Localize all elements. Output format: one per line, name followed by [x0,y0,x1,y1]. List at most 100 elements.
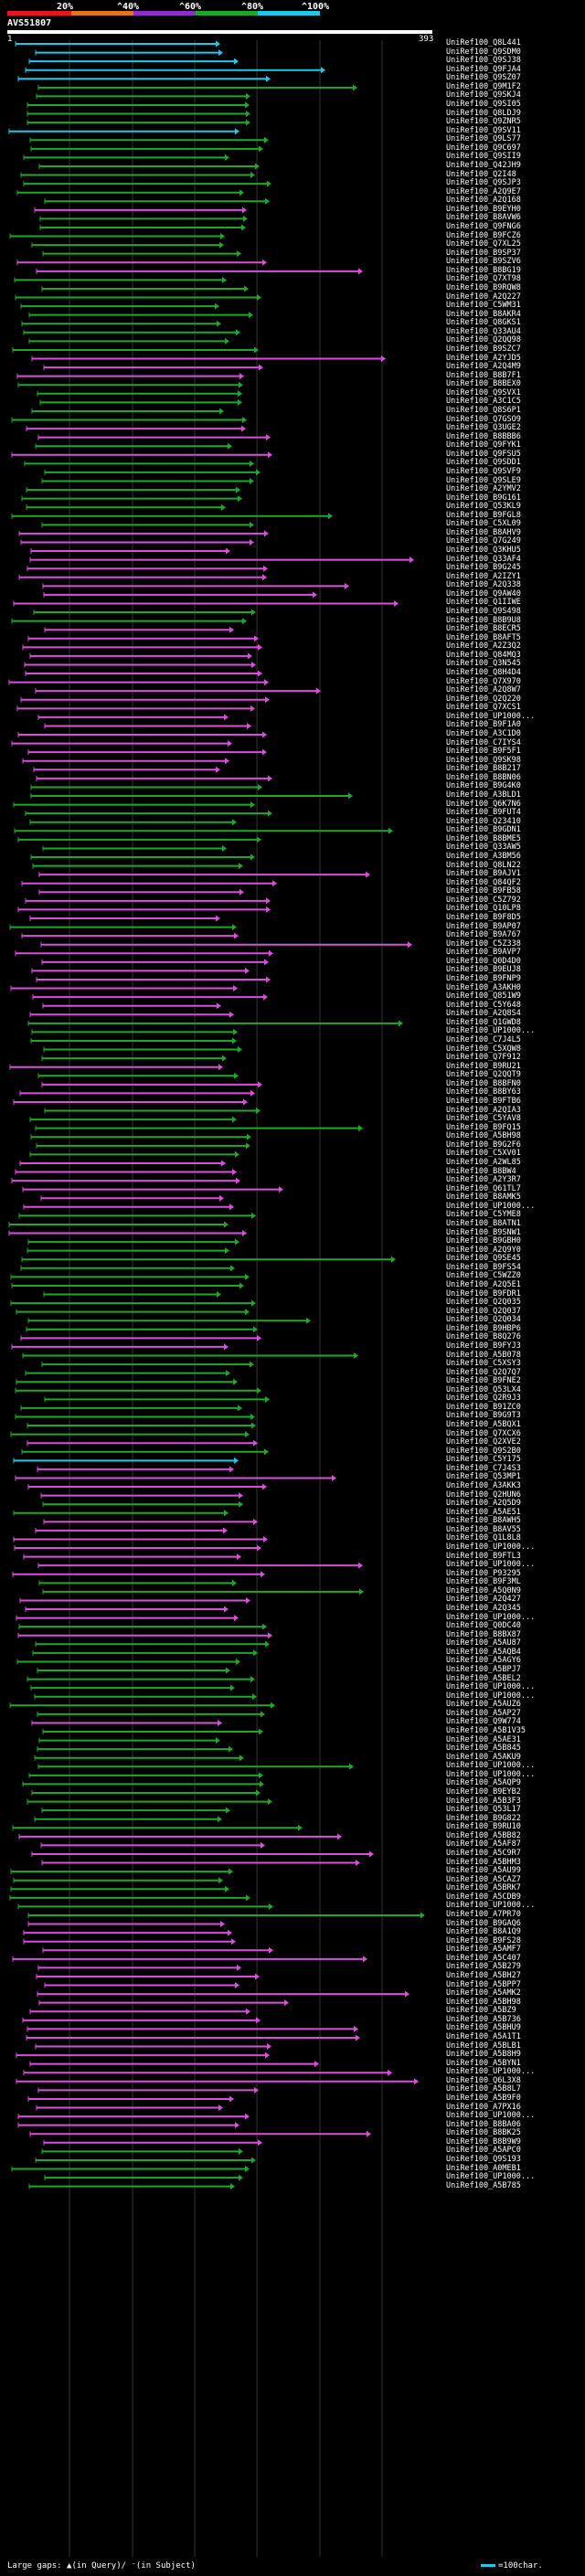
hit-bar[interactable] [38,1579,237,1586]
hit-label[interactable]: UniRef100_Q53KL9 [446,502,521,512]
hit-label[interactable]: UniRef100_B9F3ML [446,1577,521,1587]
hit-label[interactable]: UniRef100_C7J4L5 [446,1034,521,1044]
hit-label[interactable]: UniRef100_A5B279 [446,1962,521,1972]
hit-label[interactable]: UniRef100_Q9SJP3 [446,178,521,188]
hit-bar[interactable] [11,417,247,424]
hit-bar[interactable] [31,408,224,415]
hit-bar[interactable] [12,1571,265,1578]
hit-bar[interactable] [31,241,224,249]
hit-label[interactable]: UniRef100_B8ATN1 [446,1218,521,1228]
hit-label[interactable]: UniRef100_Q1L8L8 [446,1533,521,1543]
hit-bar[interactable] [25,897,271,905]
hit-label[interactable]: UniRef100_A5CDB9 [446,1892,521,1902]
hit-label[interactable]: UniRef100_B9FUT4 [446,808,521,818]
hit-bar[interactable] [36,2104,223,2112]
hit-label[interactable]: UniRef100_A2Q9E7 [446,186,521,196]
hit-label[interactable]: UniRef100_Q33AU4 [446,326,521,336]
hit-label[interactable]: UniRef100_B9FCZ6 [446,230,521,240]
hit-label[interactable]: UniRef100_Q9M1F2 [446,81,521,91]
hit-bar[interactable] [30,792,353,800]
hit-label[interactable]: UniRef100_B9G4K0 [446,781,521,791]
hit-label[interactable]: UniRef100_Q9S2B0 [446,1446,521,1456]
hit-label[interactable]: UniRef100_Q9SK98 [446,755,521,765]
hit-label[interactable]: UniRef100_UP1000... [446,1682,536,1692]
hit-label[interactable]: UniRef100_B9AJV1 [446,869,521,879]
hit-label[interactable]: UniRef100_Q1GWD8 [446,1017,521,1027]
hit-bar[interactable] [35,49,223,57]
hit-bar[interactable] [37,1562,363,1569]
hit-label[interactable]: UniRef100_Q9C697 [446,143,521,153]
hit-label[interactable]: UniRef100_B8AFT5 [446,632,521,642]
hit-label[interactable]: UniRef100_Q9SKJ4 [446,90,521,101]
hit-bar[interactable] [30,145,263,153]
hit-bar[interactable] [44,722,251,729]
hit-label[interactable]: UniRef100_B9FYJ3 [446,1341,521,1351]
hit-bar[interactable] [32,993,268,1001]
hit-bar[interactable] [21,880,277,887]
hit-bar[interactable] [29,1116,237,1123]
hit-bar[interactable] [9,233,225,240]
hit-bar[interactable] [11,1177,240,1184]
hit-bar[interactable] [10,1299,256,1307]
hit-bar[interactable] [41,959,269,966]
hit-label[interactable]: UniRef100_Q9SZ07 [446,73,521,83]
hit-label[interactable]: UniRef100_C5Y175 [446,1455,521,1465]
hit-bar[interactable] [33,766,220,773]
hit-bar[interactable] [11,451,272,459]
hit-label[interactable]: UniRef100_A5BYN1 [446,2058,521,2068]
hit-label[interactable]: UniRef100_Q61TL7 [446,1183,521,1193]
hit-label[interactable]: UniRef100_A5BH27 [446,1970,521,1980]
hit-label[interactable]: UniRef100_A5AMF7 [446,1945,521,1955]
hit-bar[interactable] [34,1693,257,1701]
hit-label[interactable]: UniRef100_B8BX87 [446,1629,521,1639]
hit-bar[interactable] [41,2147,243,2155]
hit-label[interactable]: UniRef100_A2Q168 [446,196,521,206]
hit-label[interactable]: UniRef100_B9SZV6 [446,257,521,267]
hit-label[interactable]: UniRef100_B8BBB6 [446,431,521,441]
hit-bar[interactable] [17,1632,272,1639]
hit-label[interactable]: UniRef100_C5XV01 [446,1149,521,1159]
hit-bar[interactable] [9,1894,250,1902]
hit-label[interactable]: UniRef100_UP1000... [446,1769,536,1779]
hit-label[interactable]: UniRef100_C7J4S3 [446,1463,521,1473]
hit-bar[interactable] [35,1640,270,1648]
hit-label[interactable]: UniRef100_Q9FJA4 [446,64,521,74]
hit-bar[interactable] [31,1028,238,1035]
hit-bar[interactable] [42,1588,364,1595]
hit-label[interactable]: UniRef100_B8B217 [446,764,521,774]
hit-bar[interactable] [29,1150,239,1158]
hit-bar[interactable] [41,478,254,484]
hit-bar[interactable] [29,136,269,143]
hit-bar[interactable] [17,75,271,82]
hit-bar[interactable] [37,1466,234,1473]
hit-label[interactable]: UniRef100_A2Q5E1 [446,1279,521,1289]
hit-label[interactable]: UniRef100_B8A1Q9 [446,1927,521,1937]
hit-label[interactable]: UniRef100_A2QIA3 [446,1105,521,1115]
hit-bar[interactable] [27,2025,358,2032]
hit-label[interactable]: UniRef100_A5AMK2 [446,1988,521,1998]
hit-bar[interactable] [42,582,349,589]
hit-label[interactable]: UniRef100_B8AV55 [446,1524,521,1534]
hit-bar[interactable] [22,758,229,765]
hit-bar[interactable] [44,1982,239,1989]
hit-label[interactable]: UniRef100_Q8S6P1 [446,405,521,415]
hit-bar[interactable] [16,2078,419,2085]
hit-bar[interactable] [27,1020,403,1027]
hit-bar[interactable] [30,1133,251,1140]
hit-bar[interactable] [18,1833,342,1840]
hit-bar[interactable] [25,810,272,817]
hit-bar[interactable] [23,1929,232,1936]
hit-label[interactable]: UniRef100_B8Q276 [446,1332,521,1342]
hit-bar[interactable] [23,154,229,161]
hit-bar[interactable] [13,1535,268,1542]
hit-label[interactable]: UniRef100_A2WL85 [446,1157,521,1167]
hit-label[interactable]: UniRef100_Q3UGE2 [446,423,521,433]
hit-label[interactable]: UniRef100_B9FGL8 [446,510,521,520]
hit-label[interactable]: UniRef100_Q8H4D4 [446,668,521,678]
hit-label[interactable]: UniRef100_Q84QF2 [446,877,521,887]
hit-label[interactable]: UniRef100_Q2HUN6 [446,1489,521,1500]
hit-bar[interactable] [16,1658,240,1665]
hit-label[interactable]: UniRef100_Q0DC40 [446,1621,521,1631]
hit-label[interactable]: UniRef100_B8BK25 [446,2128,521,2138]
hit-label[interactable]: UniRef100_A5APC0 [446,2146,521,2156]
